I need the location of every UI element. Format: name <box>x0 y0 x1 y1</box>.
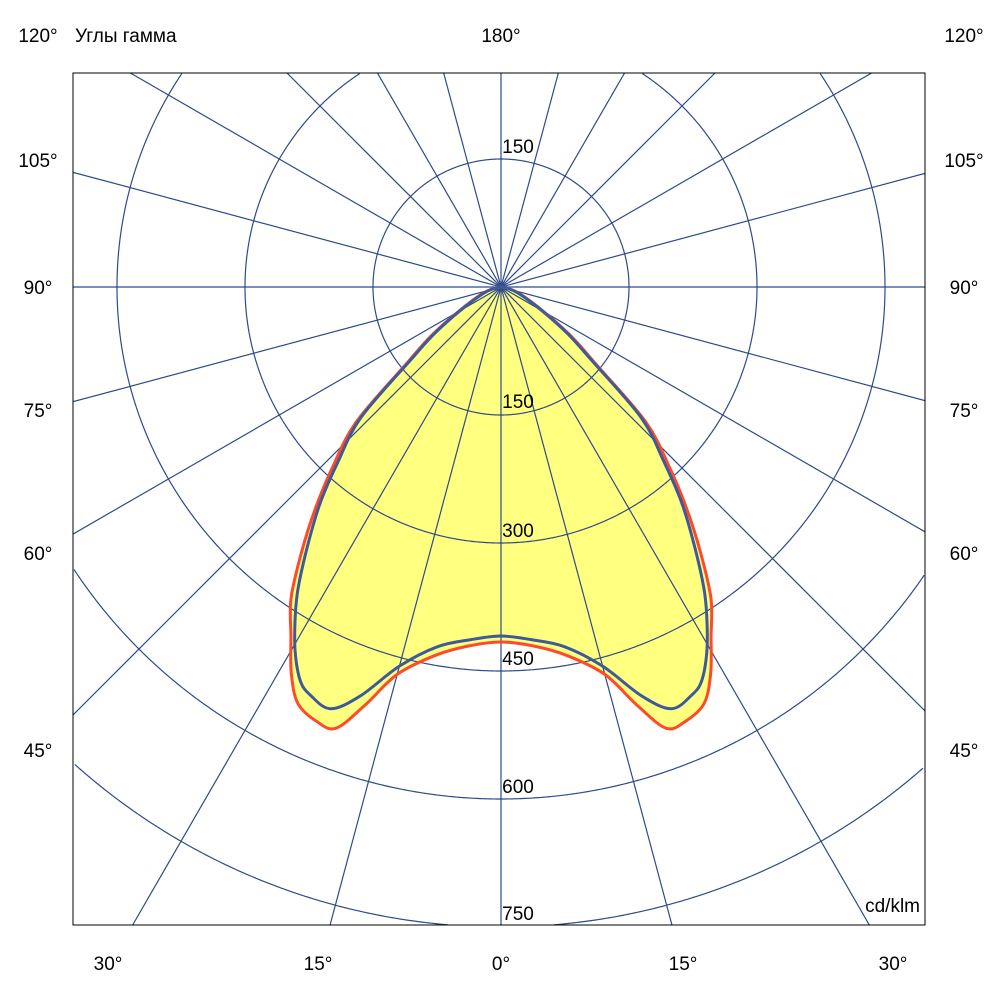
edge-label-left: 75° <box>24 401 53 422</box>
grid-radial-line <box>286 73 925 712</box>
grid-radial-line <box>73 73 872 535</box>
grid-radial-line <box>132 73 626 925</box>
edge-label-bottom: 15° <box>669 954 698 975</box>
edge-label-right: 120° <box>944 26 983 47</box>
edge-label-bottom: 15° <box>304 954 333 975</box>
chart-title: Углы гамма <box>75 26 177 47</box>
edge-label-left: 60° <box>24 544 53 565</box>
grid-radial-line <box>130 73 925 533</box>
edge-label-right: 45° <box>950 741 979 762</box>
edge-label-left: 120° <box>18 26 57 47</box>
grid-radial-line <box>73 73 716 716</box>
radial-tick-label: 300 <box>502 521 534 542</box>
series-curve-0 <box>288 285 714 731</box>
grid-circle <box>74 764 924 925</box>
edge-label-left: 45° <box>24 741 53 762</box>
grid-radial-line <box>329 73 559 925</box>
edge-label-left: 105° <box>18 151 57 172</box>
grid-circle <box>116 73 886 672</box>
grid-circle <box>73 569 925 800</box>
grid-radial-line <box>443 73 673 925</box>
edge-label-right: 90° <box>950 278 979 299</box>
edge-label-right: 60° <box>950 544 979 565</box>
series-curve-1 <box>293 285 709 711</box>
radial-tick-label: 750 <box>502 904 534 925</box>
edge-label-bottom: 0° <box>492 954 510 975</box>
unit-label: cd/klm <box>865 896 920 917</box>
radial-tick-label-top: 150 <box>502 137 534 158</box>
radial-tick-label: 600 <box>502 777 534 798</box>
grid-radial-line <box>376 73 870 925</box>
edge-label-top: 180° <box>481 26 520 47</box>
edge-label-left: 90° <box>24 278 53 299</box>
edge-label-bottom: 30° <box>879 954 908 975</box>
radial-tick-label: 150 <box>502 392 534 413</box>
edge-label-right: 75° <box>950 401 979 422</box>
grid-circle <box>244 73 758 544</box>
edge-label-right: 105° <box>944 151 983 172</box>
plot-frame <box>72 72 926 926</box>
edge-label-bottom: 30° <box>94 954 123 975</box>
radial-tick-label: 450 <box>502 649 534 670</box>
